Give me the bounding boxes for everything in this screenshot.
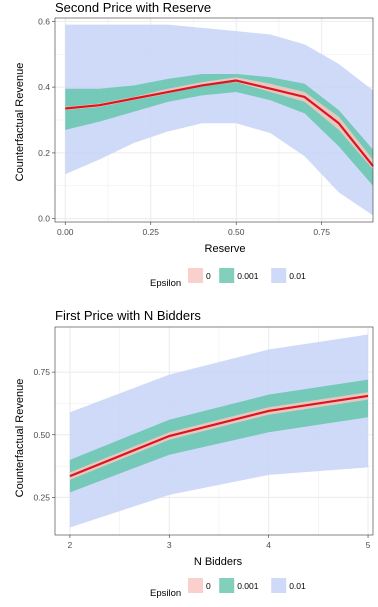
x-tick-label: 0.50: [228, 227, 245, 237]
y-axis-label: Counterfactual Revenue: [14, 63, 26, 182]
x-tick-label: 2: [68, 540, 73, 550]
legend-label: 0.01: [289, 581, 306, 591]
legend-key-0.01: [271, 268, 286, 283]
chart-title: Second Price with Reserve: [55, 0, 211, 15]
legend: Epsilon 0 0.001 0.01: [150, 578, 306, 599]
legend-key-0: [188, 268, 203, 283]
legend-label: 0: [206, 271, 211, 281]
plot-area: [55, 327, 373, 535]
x-tick-label: 4: [266, 540, 271, 550]
y-tick-label: 0.50: [33, 430, 50, 440]
plot-area: [55, 18, 373, 222]
y-tick-label: 0.0: [38, 214, 50, 224]
y-tick-label: 0.75: [33, 367, 50, 377]
chart-title: First Price with N Bidders: [55, 308, 201, 323]
legend-key-0: [188, 578, 203, 593]
legend-title: Epsilon: [150, 588, 181, 599]
y-tick-label: 0.2: [38, 148, 50, 158]
y-tick-label: 0.6: [38, 16, 50, 26]
legend-label: 0: [206, 581, 211, 591]
x-tick-label: 0.25: [142, 227, 159, 237]
legend-label: 0.01: [289, 271, 306, 281]
chart-first-price: First Price with N Bidders N Bidders Cou…: [14, 308, 373, 599]
legend-label: 0.001: [237, 581, 259, 591]
x-tick-label: 5: [366, 540, 371, 550]
legend: Epsilon 0 0.001 0.01: [150, 268, 306, 289]
x-tick-label: 0.00: [57, 227, 74, 237]
y-axis-label: Counterfactual Revenue: [14, 379, 26, 498]
legend-key-0.001: [219, 268, 234, 283]
x-tick-label: 3: [167, 540, 172, 550]
legend-key-0.01: [271, 578, 286, 593]
y-tick-label: 0.25: [33, 492, 50, 502]
y-tick-label: 0.4: [38, 82, 50, 92]
x-axis-label: N Bidders: [194, 556, 243, 568]
legend-key-0.001: [219, 578, 234, 593]
legend-title: Epsilon: [150, 278, 181, 289]
chart-second-price: Second Price with Reserve Reserve Counte…: [14, 0, 373, 289]
x-axis-label: Reserve: [205, 243, 246, 255]
legend-label: 0.001: [237, 271, 259, 281]
x-tick-label: 0.75: [313, 227, 330, 237]
